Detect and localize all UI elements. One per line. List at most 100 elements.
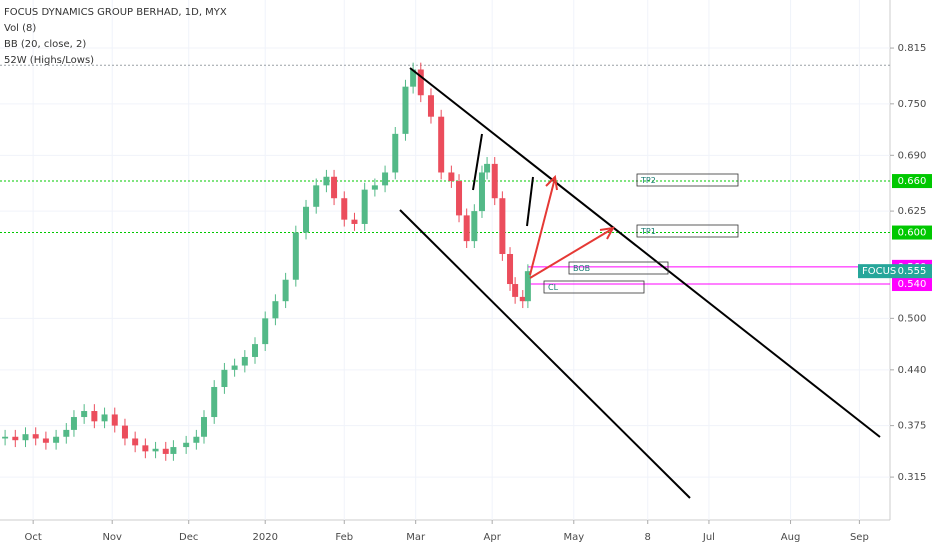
channel-lower (399, 209, 691, 499)
candle-body (351, 219, 358, 224)
x-tick-label: 8 (645, 532, 651, 543)
candle-body (32, 434, 39, 439)
candle-body (70, 417, 77, 430)
candle-body (478, 172, 485, 212)
indicator: Vol (8) (4, 23, 36, 34)
target-box (543, 280, 645, 294)
candle-body (121, 425, 128, 439)
last-price-tag (858, 264, 932, 279)
candle-body (463, 215, 470, 242)
candle-body (91, 411, 98, 422)
candle-body (410, 69, 417, 87)
channel-upper (409, 67, 881, 438)
candle-body (499, 198, 506, 254)
candle-body (201, 417, 208, 437)
level-tag (892, 277, 932, 292)
trend-stroke (526, 176, 534, 227)
candle-body (361, 189, 368, 224)
arrow-head (599, 226, 615, 240)
y-tick-label: 0.690 (898, 150, 927, 161)
candle-body (392, 133, 399, 173)
x-tick-label: May (563, 532, 584, 543)
candle-body (303, 206, 310, 233)
candle-body (484, 163, 491, 173)
y-tick-label: 0.625 (898, 206, 927, 217)
candle-body (524, 271, 531, 302)
candle-body (402, 86, 409, 134)
indicator: 52W (Highs/Lows) (4, 55, 94, 66)
candle-body (507, 253, 514, 285)
y-tick-label: 0.440 (898, 365, 927, 376)
x-tick-label: Aug (781, 532, 801, 543)
candle-body (323, 176, 330, 186)
candle-body (183, 442, 190, 448)
indicator: BB (20, close, 2) (4, 39, 86, 50)
candle-body (132, 438, 139, 446)
target-box (568, 261, 669, 275)
candle-body (331, 176, 338, 199)
candle-body (152, 448, 159, 452)
candle-body (438, 116, 445, 173)
candle-body (193, 436, 200, 443)
candle-body (12, 436, 19, 441)
x-tick-label: Sep (850, 532, 869, 543)
candle-body (417, 69, 424, 96)
box-label: TP1 (640, 227, 656, 236)
y-tick-label: 0.815 (898, 43, 927, 54)
arrow-head (545, 174, 558, 191)
candle-body (341, 198, 348, 220)
target-box (636, 173, 739, 187)
candle-body (42, 438, 49, 443)
x-tick-label: 2020 (252, 532, 277, 543)
box-label: TP2 (640, 176, 656, 185)
y-tick-label: 0.375 (898, 421, 927, 432)
candle-body (371, 185, 378, 190)
level-tag-label: 0.600 (898, 228, 927, 239)
candle-body (456, 181, 463, 216)
candle-body (63, 429, 70, 437)
candle-body (519, 296, 526, 302)
candle-body (211, 386, 218, 418)
x-tick-label: Jul (702, 532, 715, 543)
level-tag-label: 0.540 (898, 279, 927, 290)
candle-body (282, 279, 289, 302)
candle-body (448, 172, 455, 182)
box-label: BOB (573, 264, 590, 273)
candle-body (111, 414, 118, 426)
candle-body (81, 411, 88, 418)
candle-body (292, 232, 299, 280)
box-label: CL (548, 283, 559, 292)
x-tick-label: Feb (335, 532, 353, 543)
candle-body (170, 447, 177, 454)
y-tick-label: 0.500 (898, 313, 927, 324)
last-price-label: 0.555 (898, 266, 927, 277)
target-box (636, 224, 739, 238)
level-tag (892, 174, 932, 189)
arrow (529, 177, 556, 276)
y-tick-label: 0.315 (898, 472, 927, 483)
level-tag (892, 225, 932, 240)
x-tick-label: Nov (102, 532, 122, 543)
candle-body (241, 356, 248, 366)
drawings: TP2 TP1 BOB CL (399, 67, 881, 499)
candle-body (22, 434, 29, 441)
candle-body (313, 185, 320, 207)
arrow (529, 228, 613, 279)
x-tick-label: Mar (406, 532, 426, 543)
candle-body (231, 365, 238, 370)
trend-stroke (472, 133, 483, 191)
candle-body (382, 172, 389, 186)
x-tick-label: Apr (484, 532, 502, 543)
y-tick-label: 0.750 (898, 99, 927, 110)
level-tag-label: 0.660 (898, 176, 927, 187)
candle-body (101, 414, 108, 422)
candle-body (221, 369, 228, 387)
candle-body (252, 344, 259, 357)
candle-body (491, 163, 498, 199)
chart-title: FOCUS DYNAMICS GROUP BERHAD, 1D, MYX (4, 7, 227, 18)
candle-body (162, 448, 169, 454)
x-tick-label: Dec (179, 532, 198, 543)
candle-body (512, 284, 519, 297)
candle-body (262, 318, 269, 345)
